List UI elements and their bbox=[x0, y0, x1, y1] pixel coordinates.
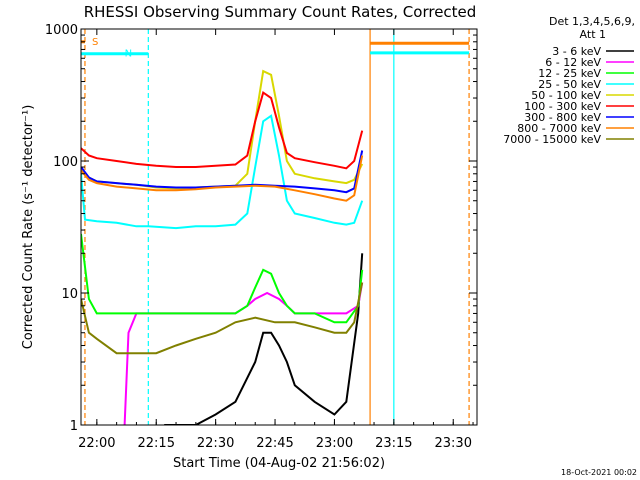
flag-bars: SN bbox=[81, 37, 470, 60]
series-line bbox=[81, 233, 364, 324]
marker-lines bbox=[84, 29, 470, 425]
series-line bbox=[81, 282, 364, 355]
series-line bbox=[164, 253, 364, 425]
x-axis-label: Start Time (04-Aug-02 21:56:02) bbox=[173, 456, 385, 471]
y-tick-label: 100 bbox=[53, 155, 78, 170]
x-tick-label: 22:30 bbox=[197, 436, 234, 451]
legend-entry-label: 6 - 12 keV bbox=[545, 56, 601, 69]
legend-header-line-1: Det 1,3,4,5,6,9, bbox=[549, 15, 635, 28]
legend-entry-label: 100 - 300 keV bbox=[524, 100, 601, 113]
series-line bbox=[81, 69, 364, 190]
series-line bbox=[81, 114, 364, 230]
generation-date: 18-Oct-2021 00:02 bbox=[561, 468, 637, 477]
flag-label: N bbox=[125, 49, 132, 60]
legend-entry-label: 3 - 6 keV bbox=[552, 45, 601, 58]
series-line bbox=[81, 155, 364, 202]
legend-entry-label: 300 - 800 keV bbox=[524, 111, 601, 124]
x-tick-label: 22:15 bbox=[138, 436, 175, 451]
series-lines bbox=[81, 69, 364, 425]
x-tick-label: 23:30 bbox=[435, 436, 472, 451]
x-axis-ticks: 22:00 22:15 22:30 22:45 23:00 23:15 23:30 bbox=[78, 29, 474, 451]
legend-entry-label: 12 - 25 keV bbox=[538, 67, 601, 80]
x-tick-label: 23:00 bbox=[316, 436, 353, 451]
flag-label: S bbox=[92, 37, 98, 48]
y-axis-label: Corrected Count Rate (s⁻¹ detector⁻¹) bbox=[21, 105, 36, 350]
legend-entry-label: 25 - 50 keV bbox=[538, 78, 601, 91]
x-tick-label: 23:15 bbox=[375, 436, 412, 451]
y-tick-label: 10 bbox=[61, 287, 78, 302]
series-line bbox=[81, 150, 364, 194]
plot-area: SN bbox=[80, 28, 478, 426]
legend-entry-label: 800 - 7000 keV bbox=[517, 122, 601, 135]
series-line bbox=[123, 282, 364, 425]
chart-title: RHESSI Observing Summary Count Rates, Co… bbox=[84, 3, 477, 21]
x-tick-label: 22:45 bbox=[256, 436, 293, 451]
legend-entry-label: 7000 - 15000 keV bbox=[503, 133, 601, 146]
legend-header-line-2: Att 1 bbox=[580, 28, 606, 41]
legend-entry-label: 50 - 100 keV bbox=[531, 89, 601, 102]
y-axis-ticks: 1 10 100 1000 bbox=[45, 23, 477, 434]
y-tick-label: 1000 bbox=[45, 23, 78, 38]
series-line bbox=[81, 90, 364, 170]
x-tick-label: 22:00 bbox=[78, 436, 115, 451]
y-tick-label: 1 bbox=[70, 419, 78, 434]
plot-frame bbox=[80, 28, 478, 426]
